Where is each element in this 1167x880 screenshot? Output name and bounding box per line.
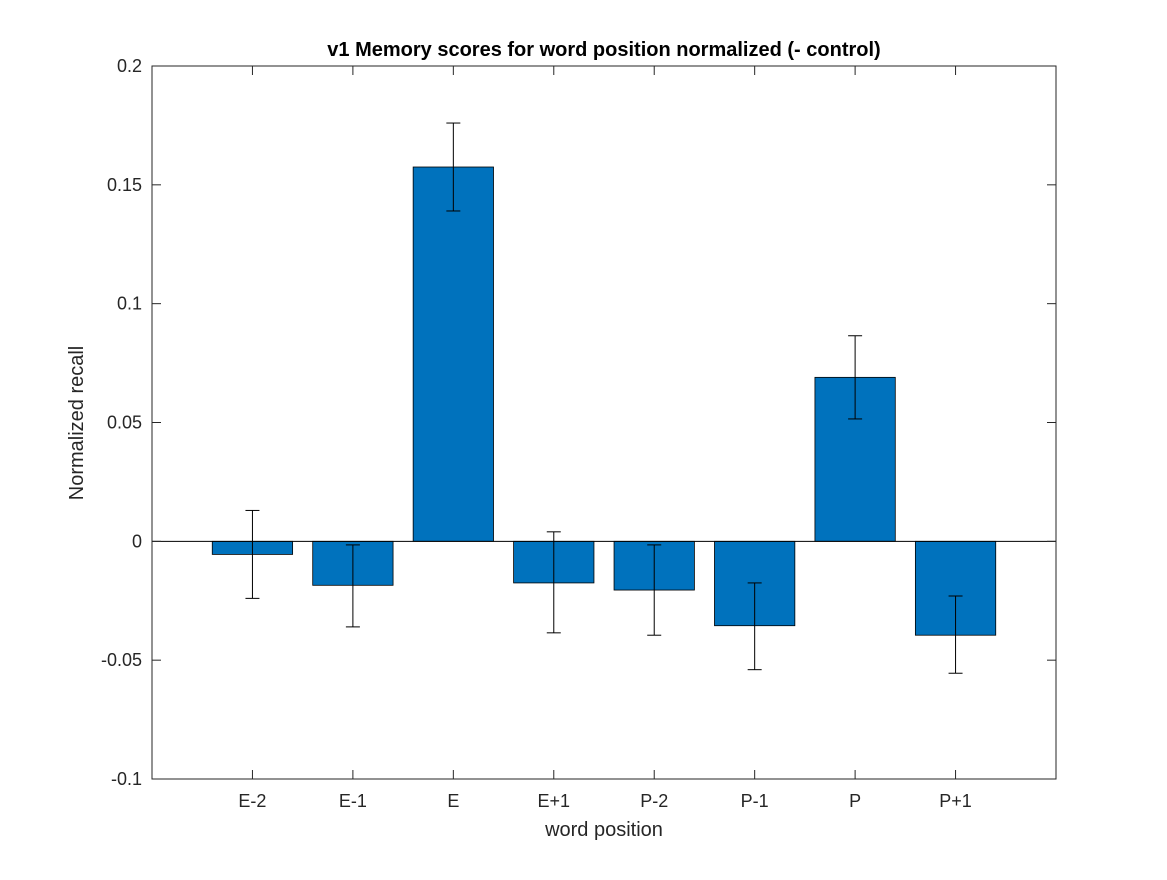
errorbar-P+1 (948, 595, 963, 674)
x-tick-label: E+1 (538, 791, 571, 811)
x-ticks: E-2 E-1 E E+1 P-2 P-1 P P+1 (238, 66, 972, 811)
x-axis-label: word position (544, 819, 663, 841)
y-tick-label: -0.05 (101, 650, 142, 670)
errorbar-E (446, 122, 461, 212)
x-tick-label: P-1 (741, 791, 769, 811)
x-tick-label: E (447, 791, 459, 811)
errorbar-E+1 (546, 531, 561, 634)
y-tick-label: 0.05 (107, 413, 142, 433)
x-tick-label: E-1 (339, 791, 367, 811)
errorbar-layer (245, 122, 963, 674)
y-tick-label: 0.15 (107, 175, 142, 195)
y-ticks: -0.1 -0.05 0 0.05 0.1 0.15 0.2 (101, 56, 1056, 789)
errorbar-P-2 (647, 544, 662, 636)
errorbar-P-1 (747, 582, 762, 671)
x-tick-label: P (849, 791, 861, 811)
y-tick-label: 0.2 (117, 56, 142, 76)
bar-E (412, 166, 494, 542)
y-tick-label: 0 (132, 531, 142, 551)
x-tick-label: E-2 (238, 791, 266, 811)
y-tick-label: 0.1 (117, 294, 142, 314)
chart-title: v1 Memory scores for word position norma… (327, 39, 880, 61)
x-tick-label: P-2 (640, 791, 668, 811)
y-tick-label: -0.1 (111, 769, 142, 789)
errorbar-P (848, 335, 863, 420)
x-tick-label: P+1 (939, 791, 972, 811)
errorbar-E-2 (245, 509, 260, 599)
errorbar-E-1 (345, 544, 360, 628)
y-axis-label: Normalized recall (66, 346, 88, 501)
